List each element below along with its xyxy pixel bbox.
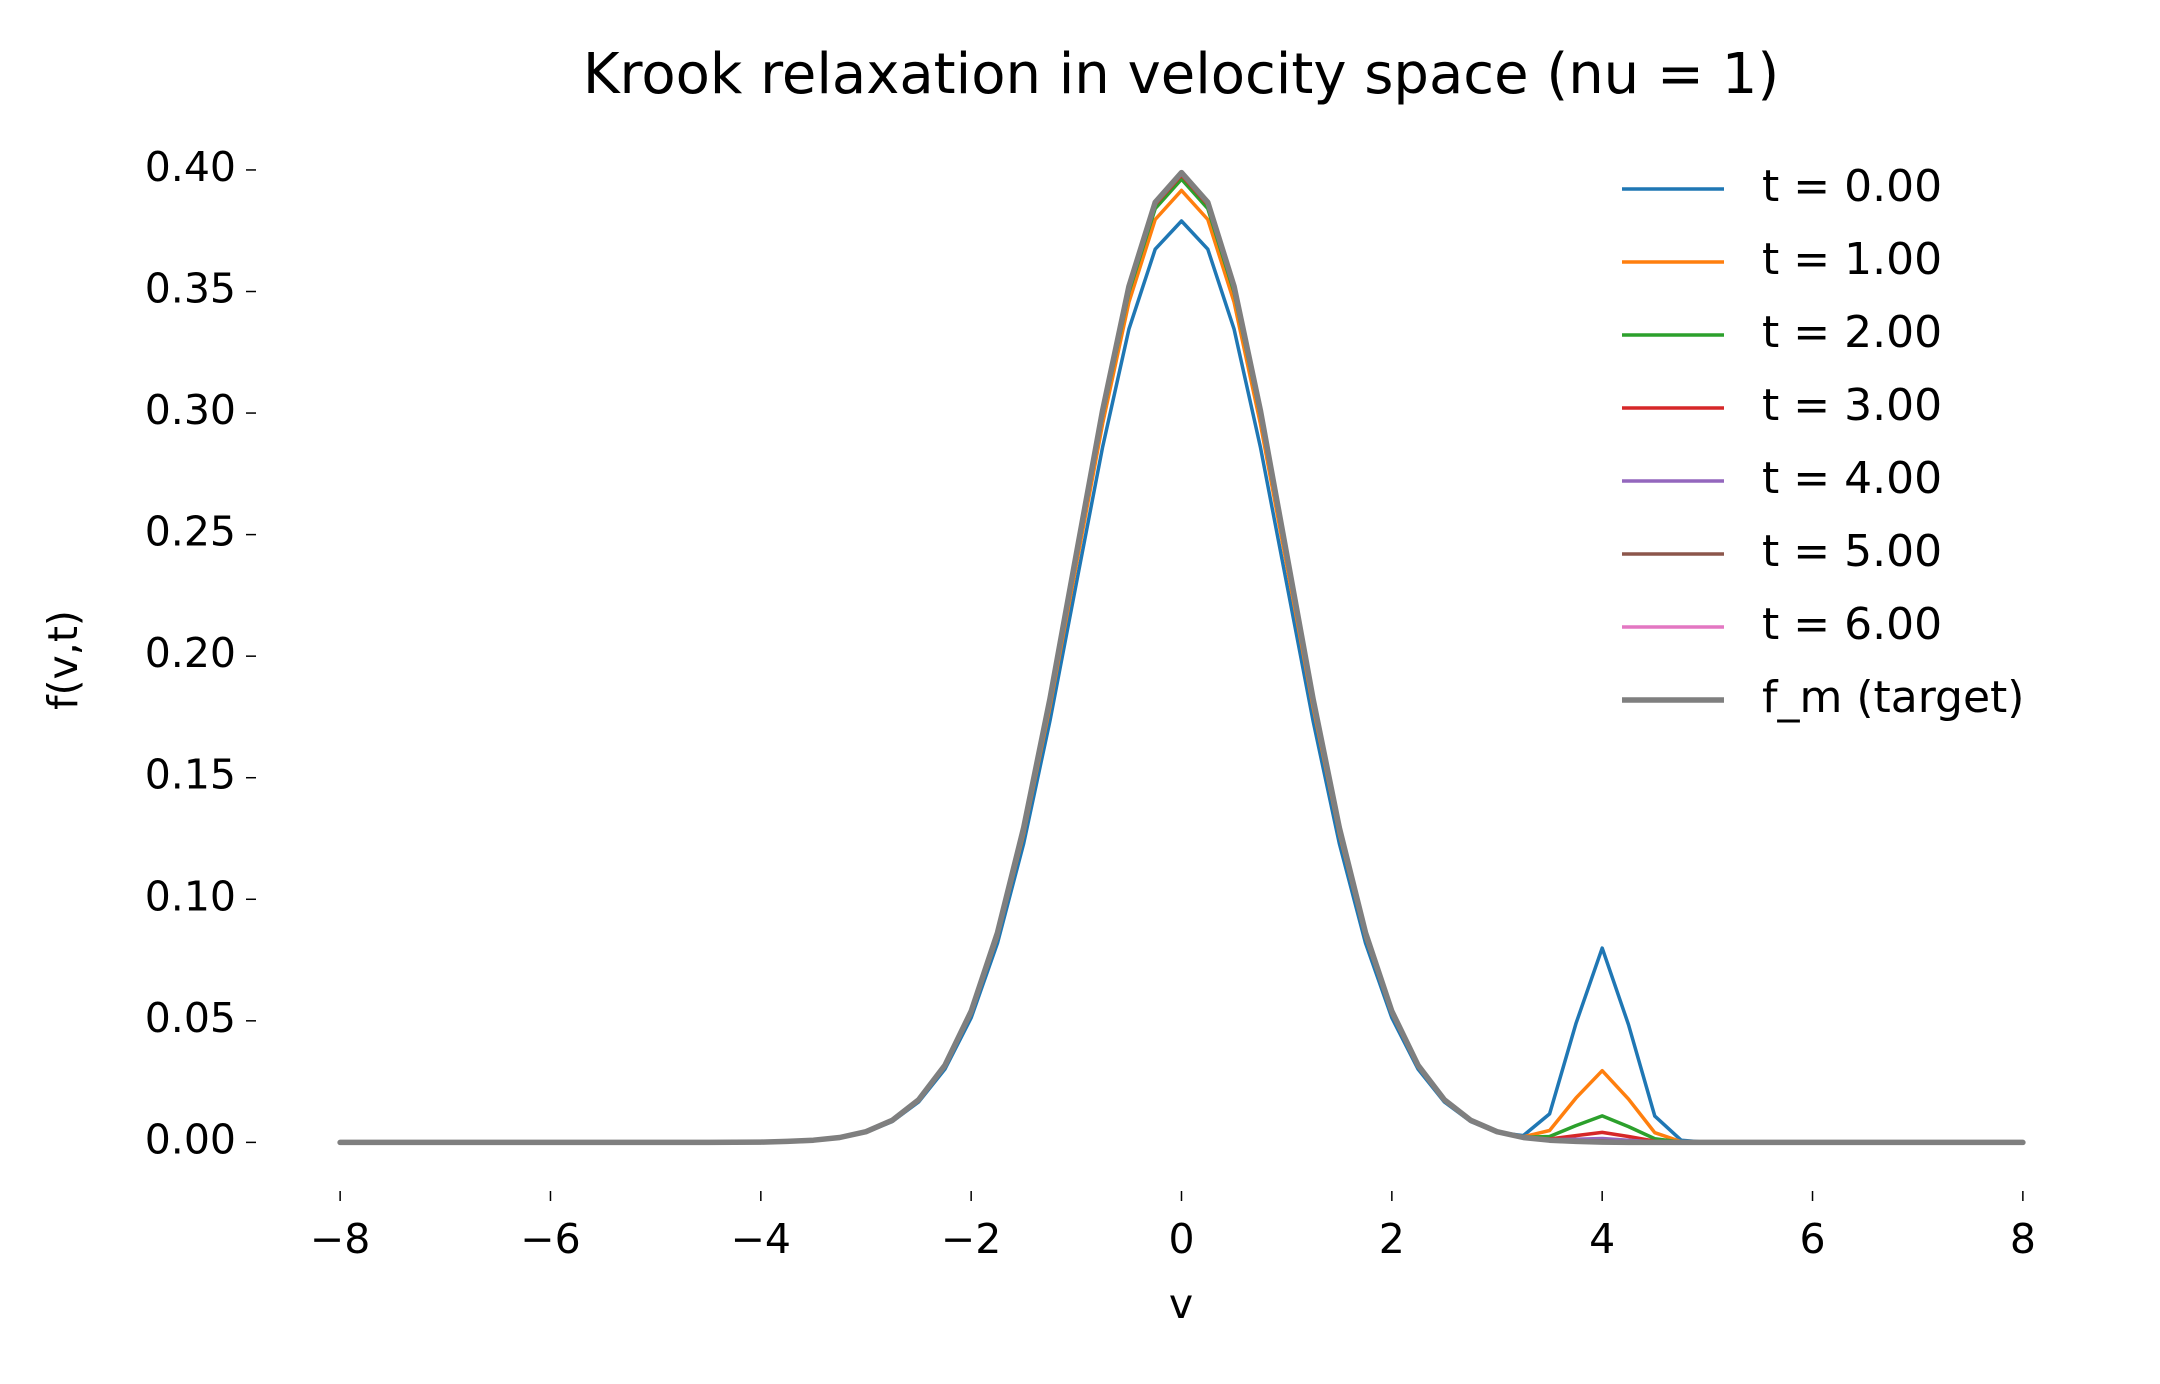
plot-area: 0.00 0.05 0.10 0.15 0.20 0.25 0.30 0.35 0.40 −8 −6… (145, 143, 2036, 1263)
y-axis-label: f(v,t) (39, 610, 87, 710)
y-tick-label: 0.05 (145, 994, 236, 1042)
y-tick-label: 0.10 (145, 872, 236, 920)
x-tick-label: 4 (1589, 1215, 1615, 1263)
series-line (337, 169, 2026, 1146)
chart-title: Krook relaxation in velocity space (nu =… (583, 42, 1779, 107)
y-tick-label: 0.15 (145, 751, 236, 799)
x-tick-label: 8 (2010, 1215, 2036, 1263)
x-tick-label: 2 (1379, 1215, 1405, 1263)
legend-label: t = 3.00 (1762, 380, 1942, 431)
legend-label: f_m (target) (1762, 672, 2024, 723)
x-tick-label: 6 (1799, 1215, 1825, 1263)
y-tick-label: 0.30 (145, 386, 236, 434)
x-tick-label: −8 (310, 1215, 370, 1263)
legend-label: t = 2.00 (1762, 307, 1942, 358)
x-tick-label: −6 (520, 1215, 580, 1263)
legend-label: t = 6.00 (1762, 599, 1942, 650)
legend-label: t = 5.00 (1762, 526, 1942, 577)
legend-label: t = 4.00 (1762, 453, 1942, 504)
legend-label: t = 0.00 (1762, 161, 1942, 212)
y-tick-label: 0.00 (145, 1115, 236, 1163)
x-tick-label: −4 (731, 1215, 791, 1263)
y-tick-label: 0.35 (145, 265, 236, 313)
legend-label: t = 1.00 (1762, 234, 1942, 285)
y-tick-label: 0.40 (145, 143, 236, 191)
x-tick-label: −2 (941, 1215, 1001, 1263)
y-tick-label: 0.25 (145, 508, 236, 556)
x-axis-label: v (1169, 1280, 1193, 1328)
x-tick-label: 0 (1168, 1215, 1194, 1263)
y-tick-label: 0.20 (145, 629, 236, 677)
legend: t = 0.00 t = 1.00 t = 2.00 t = 3.00 t = 4.00… (1622, 161, 2024, 723)
